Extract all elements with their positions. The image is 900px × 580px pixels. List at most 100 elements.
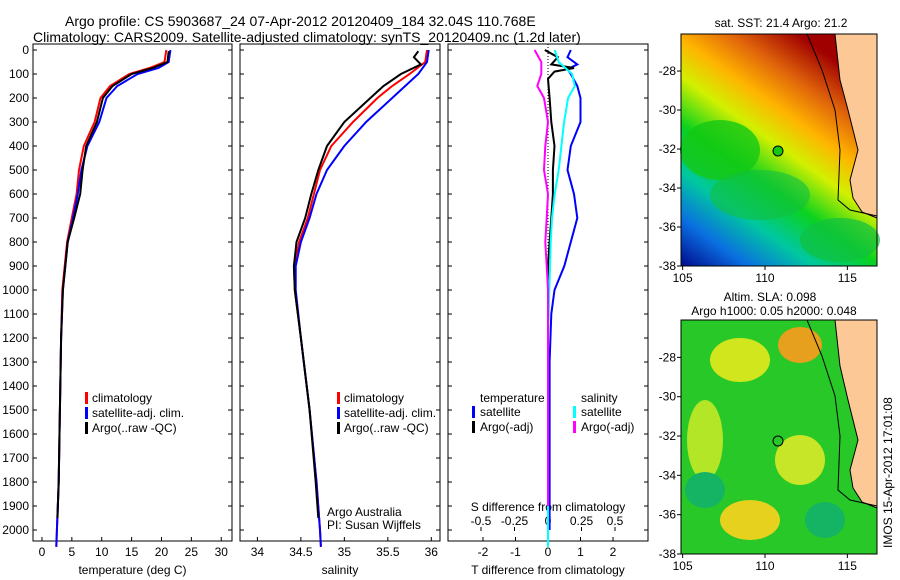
x-tick-label: 20 xyxy=(155,545,169,559)
y-tick-label: 1200 xyxy=(2,331,29,345)
y-tick-label: 300 xyxy=(9,115,29,129)
argo-location-marker xyxy=(772,145,784,157)
x-axis-label: temperature (deg C) xyxy=(78,563,186,577)
sst-eddy xyxy=(680,120,760,180)
x-tick-label: 1 xyxy=(577,545,584,559)
x-tick-label: 0 xyxy=(545,545,552,559)
panel-frame xyxy=(239,43,441,542)
map-y-tick-label: -32 xyxy=(659,142,677,156)
map-y-tick-label: -30 xyxy=(659,390,677,404)
panel-salinity: 34 34.5 35 35.5 36 salinity climatologysatelli… xyxy=(239,43,441,577)
legend-label: satellite-adj. clim. xyxy=(92,406,184,420)
map-x-tick-label: 115 xyxy=(838,271,857,285)
x2-tick-label: -0.25 xyxy=(501,514,529,528)
y-tick-label: 1600 xyxy=(2,427,29,441)
map-y-tick-label: -28 xyxy=(659,64,677,78)
y-tick-label: 800 xyxy=(9,235,29,249)
y-tick-label: 200 xyxy=(9,91,29,105)
y-tick-label: 100 xyxy=(9,67,29,81)
legend-swatch xyxy=(85,392,88,404)
series-line-salinity-argo-adj- xyxy=(533,49,550,506)
legend-label: Argo(..raw -QC) xyxy=(344,421,429,435)
legend-swatch xyxy=(573,406,576,418)
map-frame xyxy=(680,33,878,267)
y-tick-label: 1400 xyxy=(2,379,29,393)
x-tick-label: -2 xyxy=(478,545,489,559)
sla-blob xyxy=(687,400,723,480)
map-y-tick-label: -28 xyxy=(659,350,677,364)
sla-map-title: Altim. SLA: 0.098 xyxy=(724,290,817,304)
legend-swatch xyxy=(337,407,340,419)
legend-label: Argo(..raw -QC) xyxy=(92,421,177,435)
coast-isobath xyxy=(806,319,878,507)
x-tick-label: 15 xyxy=(125,545,139,559)
sst-map-title: sat. SST: 21.4 Argo: 21.2 xyxy=(715,16,848,30)
legend-swatch xyxy=(472,421,475,433)
map-frame xyxy=(680,319,878,555)
x-tick-label: 0 xyxy=(39,545,46,559)
sst-eddy xyxy=(800,218,880,262)
map-x-tick-label: 110 xyxy=(755,559,774,573)
y-tick-label: 700 xyxy=(9,211,29,225)
panel-frame xyxy=(32,43,233,542)
map-y-tick-label: -36 xyxy=(659,508,677,522)
legend-label: satellite xyxy=(581,405,622,419)
panel-temperature: 0100200300400500600700800900100011001200… xyxy=(2,43,233,577)
legend-title: salinity xyxy=(581,391,618,405)
legend-label: Argo(-adj) xyxy=(480,420,533,434)
x2-tick-label: 0.5 xyxy=(607,514,624,528)
map-x-tick-label: 115 xyxy=(838,559,857,573)
legend-label: satellite xyxy=(480,405,521,419)
x-tick-label: 25 xyxy=(185,545,199,559)
legend-swatch xyxy=(472,406,475,418)
annotation: Argo Australia xyxy=(327,505,402,519)
x2-tick-label: 0.25 xyxy=(570,514,594,528)
title-line-2: Climatology: CARS2009. Satellite-adjuste… xyxy=(33,29,581,45)
coast-isobath xyxy=(806,33,878,217)
sla-blob xyxy=(805,502,845,538)
y-tick-label: 0 xyxy=(22,43,29,57)
map-x-tick-label: 105 xyxy=(673,559,693,573)
y-tick-label: 1500 xyxy=(2,403,29,417)
x-tick-label: 36 xyxy=(425,545,439,559)
sla-map xyxy=(680,319,878,555)
legend-swatch xyxy=(85,407,88,419)
sst-map xyxy=(680,33,880,267)
map-y-tick-label: -34 xyxy=(659,468,677,482)
x-axis-label: T difference from climatology xyxy=(471,563,625,577)
map-y-tick-label: -38 xyxy=(659,259,677,273)
panel-difference: -2 -1 0 1 2 T difference from climatology -0.5… xyxy=(447,43,649,577)
y-tick-label: 1300 xyxy=(2,355,29,369)
legend-label: Argo(-adj) xyxy=(581,420,634,434)
series-line-climatology xyxy=(292,49,428,547)
sla-blob xyxy=(685,472,725,508)
y-tick-label: 400 xyxy=(9,139,29,153)
sla-map-subtitle: Argo h1000: 0.05 h2000: 0.048 xyxy=(691,304,857,318)
sla-blob xyxy=(778,327,822,363)
legend-swatch xyxy=(337,422,340,434)
x-tick-label: 35.5 xyxy=(376,545,400,559)
series-line-satellite-adj-clim- xyxy=(55,49,172,547)
legend-label: satellite-adj. clim. xyxy=(344,406,436,420)
y-tick-label: 900 xyxy=(9,259,29,273)
map-y-tick-label: -30 xyxy=(659,103,677,117)
y-tick-label: 500 xyxy=(9,163,29,177)
y-tick-label: 1800 xyxy=(2,475,29,489)
series-line-argo-raw-qc- xyxy=(56,51,170,519)
x-tick-label: 10 xyxy=(95,545,109,559)
map-x-tick-label: 110 xyxy=(755,271,774,285)
sla-blob xyxy=(710,338,770,382)
x2-tick-label: -0.5 xyxy=(471,514,492,528)
legend-swatch xyxy=(85,422,88,434)
x-tick-label: 30 xyxy=(215,545,229,559)
legend-swatch xyxy=(337,392,340,404)
y-tick-label: 1700 xyxy=(2,451,29,465)
x-axis-label: salinity xyxy=(322,563,359,577)
legend-label: climatology xyxy=(92,391,152,405)
map-x-tick-label: 105 xyxy=(673,271,693,285)
y-tick-label: 1900 xyxy=(2,499,29,513)
x-tick-label: 34 xyxy=(251,545,265,559)
map-y-tick-label: -32 xyxy=(659,429,677,443)
